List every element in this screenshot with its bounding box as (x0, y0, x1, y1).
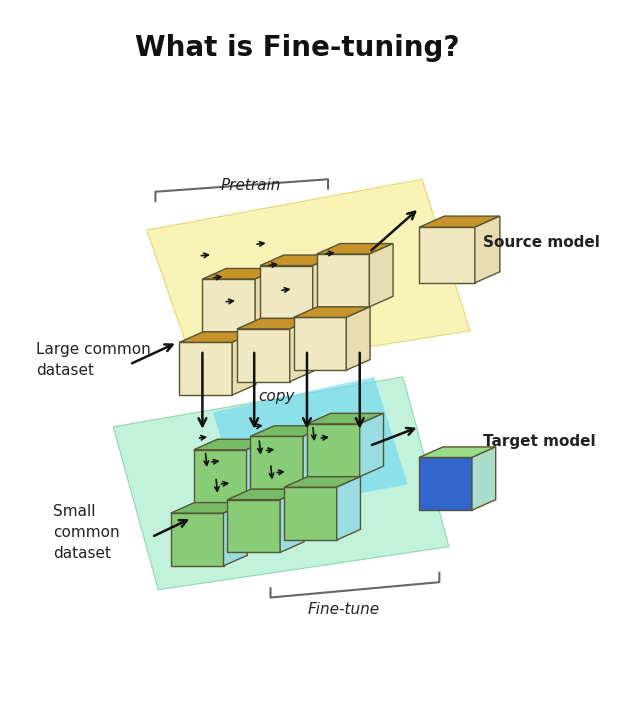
Polygon shape (280, 489, 304, 552)
Polygon shape (293, 318, 347, 370)
Polygon shape (232, 332, 256, 395)
Polygon shape (113, 377, 449, 590)
Text: Small
common
dataset: Small common dataset (53, 504, 120, 561)
Polygon shape (228, 489, 304, 500)
Polygon shape (213, 377, 408, 515)
Polygon shape (237, 329, 290, 381)
Polygon shape (194, 440, 270, 450)
Text: Target model: Target model (482, 434, 595, 449)
Polygon shape (317, 243, 393, 254)
Polygon shape (260, 266, 312, 318)
Polygon shape (250, 426, 327, 436)
Polygon shape (360, 414, 384, 477)
Text: copy: copy (258, 388, 294, 404)
Polygon shape (293, 307, 370, 318)
Polygon shape (370, 243, 393, 307)
Polygon shape (419, 458, 472, 510)
Polygon shape (179, 342, 232, 395)
Polygon shape (307, 414, 384, 424)
Polygon shape (237, 318, 314, 329)
Polygon shape (312, 255, 337, 318)
Polygon shape (419, 227, 475, 283)
Polygon shape (147, 179, 470, 374)
Polygon shape (307, 424, 360, 477)
Polygon shape (260, 255, 337, 266)
Polygon shape (224, 503, 247, 566)
Text: Pretrain: Pretrain (221, 177, 281, 193)
Polygon shape (419, 216, 500, 227)
Text: Fine-tune: Fine-tune (308, 601, 379, 617)
Polygon shape (290, 318, 314, 381)
Polygon shape (250, 436, 303, 489)
Polygon shape (170, 513, 224, 566)
Polygon shape (317, 254, 370, 307)
Polygon shape (228, 500, 280, 552)
Polygon shape (284, 487, 337, 540)
Polygon shape (472, 447, 496, 510)
Text: Source model: Source model (482, 235, 600, 250)
Polygon shape (179, 332, 256, 342)
Polygon shape (284, 477, 360, 487)
Polygon shape (303, 426, 327, 489)
Polygon shape (475, 216, 500, 283)
Text: Large common
dataset: Large common dataset (37, 341, 151, 378)
Polygon shape (194, 450, 247, 503)
Polygon shape (255, 268, 279, 332)
Polygon shape (247, 440, 270, 503)
Polygon shape (202, 268, 279, 279)
Polygon shape (419, 447, 496, 458)
Polygon shape (170, 503, 247, 513)
Polygon shape (202, 279, 255, 332)
Text: What is Fine-tuning?: What is Fine-tuning? (135, 34, 459, 62)
Polygon shape (347, 307, 370, 370)
Polygon shape (337, 477, 360, 540)
